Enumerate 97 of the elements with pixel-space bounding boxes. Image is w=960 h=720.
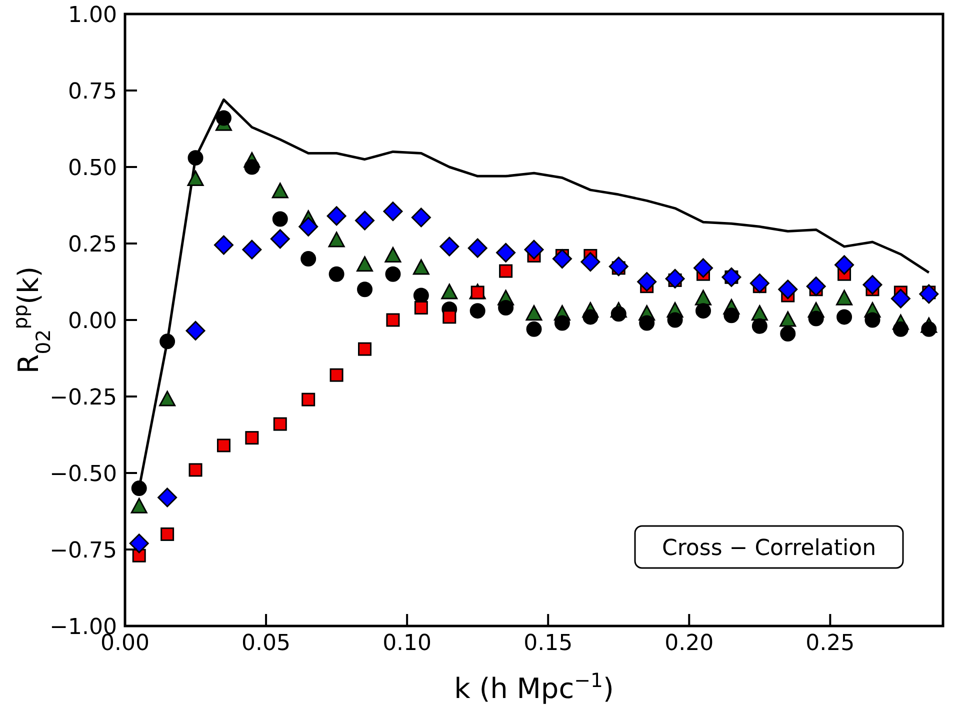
point	[186, 320, 206, 340]
point	[160, 527, 174, 541]
point	[129, 534, 149, 554]
x-tick-label: 0.15	[524, 631, 573, 656]
point	[665, 268, 685, 288]
point	[441, 284, 458, 300]
x-tick-label: 0.10	[382, 631, 432, 656]
point	[160, 334, 176, 350]
point	[608, 256, 628, 276]
point	[273, 417, 287, 431]
point	[526, 321, 542, 337]
point	[442, 310, 456, 324]
point	[526, 305, 542, 321]
point	[722, 267, 742, 287]
point	[470, 303, 486, 319]
point	[330, 368, 344, 382]
point	[752, 318, 768, 334]
y-tick-label: −0.25	[50, 386, 117, 410]
point	[159, 390, 176, 406]
point	[355, 210, 375, 230]
point	[214, 235, 234, 255]
point	[639, 315, 655, 331]
point	[780, 326, 796, 342]
point	[724, 308, 740, 324]
point	[694, 290, 712, 306]
point	[751, 305, 768, 321]
y-tick-label: 0.75	[68, 80, 117, 104]
x-tick-label: 0.20	[664, 631, 714, 656]
point	[554, 315, 570, 331]
point	[836, 309, 852, 325]
y-tick-label: 0.00	[68, 309, 117, 334]
point	[580, 252, 600, 272]
point	[272, 182, 288, 198]
point	[130, 498, 148, 514]
point	[357, 282, 373, 298]
point	[328, 232, 345, 248]
point	[245, 431, 259, 445]
y-tick-label: 0.25	[68, 232, 117, 258]
point	[386, 313, 400, 327]
point	[328, 266, 344, 282]
point	[919, 284, 939, 304]
point	[188, 463, 202, 477]
point	[862, 275, 882, 295]
point	[552, 249, 572, 269]
point	[498, 300, 514, 316]
y-tick-label: −0.75	[50, 538, 117, 564]
point	[778, 280, 798, 300]
point	[496, 242, 516, 262]
point	[695, 303, 711, 319]
y-tick-label: −0.50	[50, 462, 117, 487]
point	[242, 240, 262, 260]
point	[468, 238, 488, 258]
point	[158, 488, 178, 508]
point	[383, 202, 403, 222]
point	[356, 256, 374, 272]
point	[414, 301, 428, 315]
point	[834, 255, 854, 275]
point	[298, 216, 318, 236]
point	[411, 208, 431, 228]
point	[385, 266, 401, 282]
point	[326, 206, 346, 226]
point	[300, 251, 316, 267]
point	[892, 321, 908, 337]
point	[610, 306, 626, 322]
point	[270, 229, 290, 249]
point	[216, 438, 230, 452]
point	[582, 309, 598, 325]
point	[216, 110, 232, 126]
point	[187, 170, 204, 186]
point	[693, 258, 713, 278]
point	[921, 321, 937, 337]
point	[864, 312, 880, 328]
point	[244, 159, 260, 175]
point	[272, 211, 288, 227]
point	[412, 259, 430, 275]
point	[131, 480, 147, 496]
point	[750, 274, 770, 294]
y-tick-label: 0.50	[68, 156, 117, 181]
point	[836, 290, 853, 306]
point	[524, 240, 544, 260]
point	[667, 312, 683, 328]
x-tick-label: 0.25	[806, 631, 855, 656]
point	[188, 150, 204, 166]
point	[808, 310, 824, 326]
point	[637, 272, 657, 292]
point	[384, 246, 402, 262]
x-tick-label: 0.05	[242, 631, 291, 656]
point	[890, 288, 910, 308]
point	[440, 236, 460, 256]
point	[780, 311, 796, 327]
point	[358, 342, 372, 356]
annotation: Cross − Correlation	[662, 536, 876, 561]
x-axis-title: k (h Mpc$^{−1}$)	[454, 668, 614, 705]
point	[499, 264, 513, 278]
y-tick-label: 1.00	[68, 3, 117, 28]
point	[806, 276, 826, 296]
point	[302, 392, 316, 406]
